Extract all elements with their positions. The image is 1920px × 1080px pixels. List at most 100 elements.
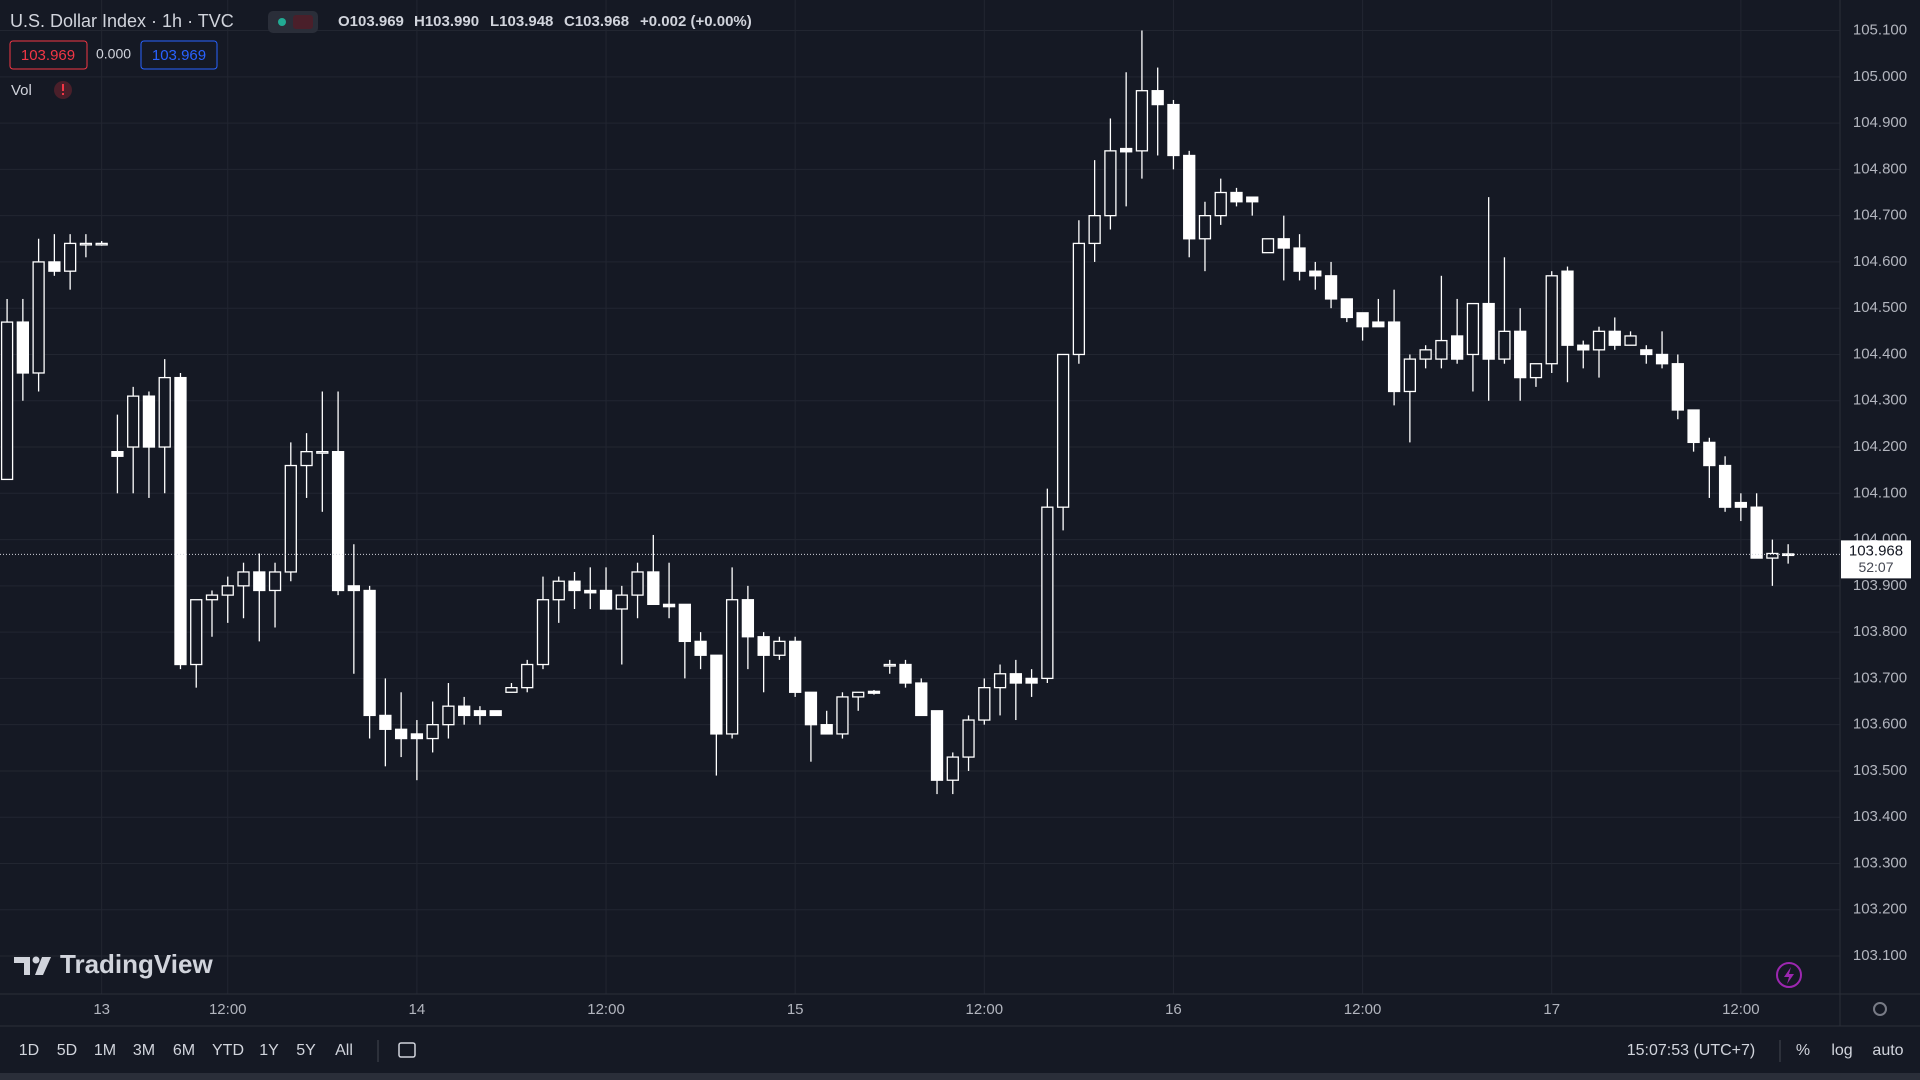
candle-body: [1183, 154, 1196, 240]
bid-box[interactable]: [9, 40, 88, 70]
candle-body: [442, 705, 455, 726]
y-tick-label: 104.900: [1853, 114, 1907, 131]
scale-option[interactable]: log: [1831, 1042, 1852, 1059]
candle-body: [1356, 312, 1369, 328]
candle-body: [1655, 353, 1669, 365]
candle-body: [584, 589, 597, 594]
x-tick-label: 12:00: [209, 1001, 247, 1018]
candle-body: [1167, 103, 1180, 157]
date-range-button[interactable]: [398, 1042, 416, 1058]
y-tick-label: 104.400: [1853, 345, 1907, 362]
candle-body: [505, 687, 518, 693]
logo[interactable]: TradingView: [14, 949, 213, 979]
candles: [0, 30, 1795, 795]
y-tick-label: 105.000: [1853, 68, 1907, 85]
candle-body: [95, 242, 108, 246]
x-tick-label: 13: [93, 1001, 110, 1018]
bottom-strip: [0, 1073, 1920, 1080]
candle-body: [852, 691, 865, 698]
candle-body: [1640, 349, 1653, 356]
candle-body: [694, 640, 707, 656]
candle-body: [1451, 335, 1464, 360]
candle-body: [1198, 214, 1212, 240]
candle-body: [1498, 330, 1511, 360]
candle-body: [48, 261, 61, 272]
ohlc-key: L: [490, 13, 499, 30]
y-tick-label: 103.300: [1853, 854, 1907, 871]
ohlc-key: C: [564, 13, 575, 30]
symbol-title[interactable]: U.S. Dollar Index · 1h · TVC: [10, 11, 234, 31]
y-tick-label: 103.700: [1853, 669, 1907, 686]
x-tick-label: 15: [787, 1001, 804, 1018]
y-tick-label: 104.800: [1853, 160, 1907, 177]
candle-body: [773, 640, 786, 656]
clock[interactable]: 15:07:53 (UTC+7): [1627, 1042, 1756, 1059]
x-tick-label: 16: [1165, 1001, 1182, 1018]
candle-body: [284, 464, 297, 573]
ohlc-value: 103.968: [575, 13, 629, 30]
candle-body: [237, 571, 250, 587]
range-button[interactable]: 1Y: [259, 1042, 279, 1059]
ask[interactable]: 103.969: [152, 47, 206, 64]
candle-body: [993, 673, 1007, 689]
candle-body: [1309, 270, 1322, 277]
candle-body: [678, 603, 691, 643]
logo-mark: [35, 957, 51, 975]
candle-body: [1435, 339, 1448, 360]
candle-body: [757, 636, 770, 656]
lightning-icon: [1784, 967, 1794, 984]
scale-option[interactable]: %: [1796, 1042, 1810, 1059]
range-button[interactable]: YTD: [212, 1042, 244, 1059]
lightning-button[interactable]: [1776, 962, 1802, 988]
candle-body: [1009, 673, 1022, 684]
bid[interactable]: 103.969: [21, 47, 75, 64]
candle-body: [710, 654, 723, 735]
candle-body: [253, 571, 266, 592]
y-tick-label: 103.600: [1853, 716, 1907, 733]
candle-body: [1766, 552, 1779, 559]
scale-option[interactable]: auto: [1872, 1042, 1903, 1059]
candle-body: [1246, 196, 1259, 203]
grid: [0, 0, 1840, 994]
range-button[interactable]: 3M: [133, 1042, 155, 1059]
candle-body: [1624, 335, 1637, 346]
y-tick-label: 103.900: [1853, 577, 1907, 594]
y-tick-label: 104.500: [1853, 299, 1907, 316]
candle-body: [662, 603, 676, 608]
ask-box[interactable]: [140, 40, 218, 70]
logo-mark: [32, 956, 40, 964]
range-button[interactable]: All: [335, 1042, 353, 1059]
candle-body: [1403, 358, 1417, 393]
candle-body: [1025, 677, 1038, 684]
y-tick-label: 103.400: [1853, 808, 1907, 825]
y-tick-label: 104.200: [1853, 438, 1907, 455]
settings-gear[interactable]: [1873, 1002, 1887, 1016]
candle-body: [962, 719, 975, 758]
range-button[interactable]: 1D: [19, 1042, 39, 1059]
candle-body: [1072, 242, 1086, 356]
candle-body: [1734, 501, 1748, 508]
candle-body: [1718, 464, 1732, 508]
candle-body: [1214, 191, 1227, 217]
candle-body: [741, 599, 755, 638]
candle-body: [946, 756, 959, 781]
candle-body: [1529, 363, 1543, 379]
volume-label[interactable]: Vol: [11, 82, 32, 99]
candle-body: [647, 571, 660, 606]
candle-body: [1104, 150, 1117, 217]
bottom-toolbar: [0, 1026, 1920, 1074]
range-button[interactable]: 6M: [173, 1042, 195, 1059]
candle-body: [1466, 302, 1480, 356]
candle-body: [127, 395, 140, 448]
range-button[interactable]: 5Y: [296, 1042, 316, 1059]
range-button[interactable]: 5D: [57, 1042, 77, 1059]
candle-body: [16, 321, 30, 374]
candle-body: [804, 691, 818, 726]
candle-body: [1592, 330, 1606, 351]
range-button[interactable]: 1M: [94, 1042, 116, 1059]
candle-body: [79, 242, 93, 246]
y-tick-label: 103.500: [1853, 762, 1907, 779]
y-tick-label: 105.100: [1853, 22, 1907, 39]
x-tick-label: 17: [1543, 1001, 1560, 1018]
